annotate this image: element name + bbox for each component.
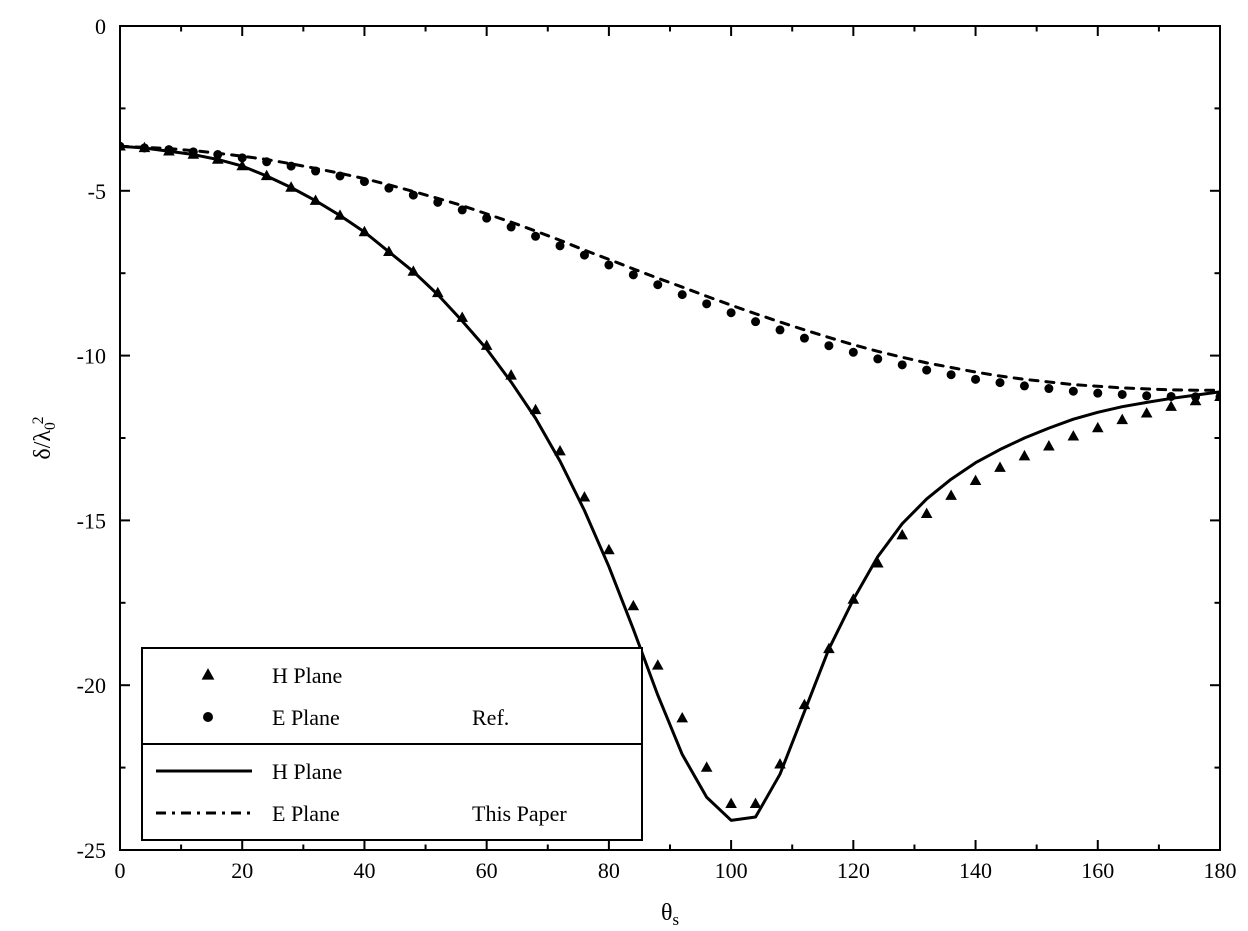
marker-circle-icon [922, 366, 931, 375]
marker-circle-icon [824, 341, 833, 350]
y-tick-label: -5 [88, 179, 106, 204]
x-tick-label: 160 [1081, 858, 1114, 883]
marker-circle-icon [873, 354, 882, 363]
legend: H Plane E Plane Ref. H Plane E Plane This Pap… [142, 648, 642, 840]
marker-circle-icon [1118, 390, 1127, 399]
x-tick-label: 120 [837, 858, 870, 883]
marker-circle-icon [203, 712, 213, 722]
marker-circle-icon [971, 375, 980, 384]
chart-container: 020406080100120140160180-25-20-15-10-50θ… [0, 0, 1248, 931]
legend-note: Ref. [472, 705, 509, 730]
marker-circle-icon [727, 308, 736, 317]
marker-circle-icon [604, 260, 613, 269]
marker-circle-icon [702, 299, 711, 308]
legend-label: E Plane [272, 705, 340, 730]
x-tick-label: 180 [1204, 858, 1237, 883]
x-tick-label: 60 [476, 858, 498, 883]
x-tick-label: 100 [715, 858, 748, 883]
y-tick-label: -15 [77, 508, 106, 533]
x-tick-label: 140 [959, 858, 992, 883]
y-axis-label: δ/λ02 [30, 416, 59, 459]
marker-circle-icon [1093, 389, 1102, 398]
marker-circle-icon [898, 360, 907, 369]
marker-circle-icon [849, 348, 858, 357]
x-tick-label: 20 [231, 858, 253, 883]
x-tick-label: 40 [353, 858, 375, 883]
marker-circle-icon [653, 280, 662, 289]
legend-note: This Paper [472, 801, 567, 826]
marker-circle-icon [1142, 391, 1151, 400]
marker-circle-icon [531, 232, 540, 241]
marker-circle-icon [1020, 381, 1029, 390]
legend-label: H Plane [272, 759, 342, 784]
marker-circle-icon [800, 334, 809, 343]
y-tick-label: 0 [95, 14, 106, 39]
y-tick-label: -10 [77, 344, 106, 369]
x-tick-label: 80 [598, 858, 620, 883]
marker-circle-icon [996, 378, 1005, 387]
marker-circle-icon [1069, 387, 1078, 396]
marker-circle-icon [1044, 384, 1053, 393]
legend-label: H Plane [272, 663, 342, 688]
marker-circle-icon [751, 317, 760, 326]
marker-circle-icon [947, 370, 956, 379]
marker-circle-icon [678, 290, 687, 299]
marker-circle-icon [776, 325, 785, 334]
y-tick-label: -25 [77, 838, 106, 863]
y-tick-label: -20 [77, 673, 106, 698]
legend-label: E Plane [272, 801, 340, 826]
x-tick-label: 0 [115, 858, 126, 883]
chart-svg: 020406080100120140160180-25-20-15-10-50θ… [0, 0, 1248, 931]
